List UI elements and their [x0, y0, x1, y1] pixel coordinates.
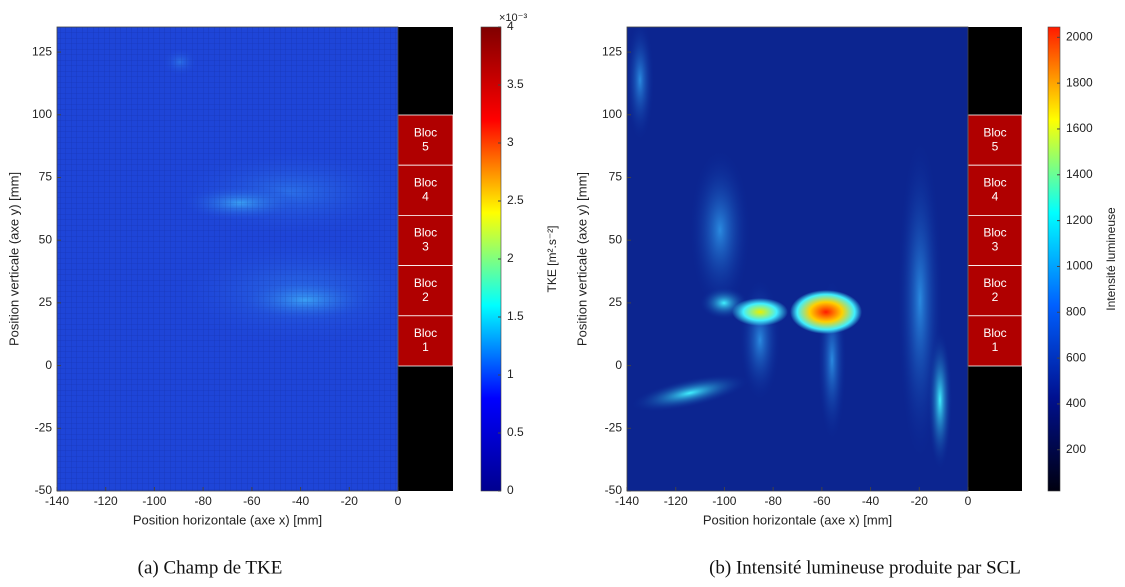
block-index: 2 [992, 290, 999, 304]
block-label: Bloc [414, 226, 437, 240]
colorbar-tick-label: 2 [507, 251, 514, 265]
y-tick-label: 75 [39, 170, 53, 184]
axes-frame [626, 26, 969, 492]
block [967, 164, 1023, 216]
y-tick-label: 75 [609, 170, 623, 184]
block-label: Bloc [414, 175, 437, 189]
colorbar-tick-label: 1 [507, 367, 514, 381]
colorbar-tick-label: 0.5 [507, 425, 524, 439]
y-tick-label: 125 [602, 44, 622, 58]
y-tick-label: -25 [35, 420, 53, 434]
y-tick-label: 100 [602, 107, 622, 121]
x-tick-label: -40 [862, 494, 880, 508]
block-index: 5 [422, 139, 429, 153]
block-index: 3 [422, 240, 429, 254]
colorbar-tick-label: 0 [507, 483, 514, 497]
x-tick-label: -100 [142, 494, 166, 508]
block-index: 4 [992, 189, 999, 203]
block-label: Bloc [414, 276, 437, 290]
caption: (b) Intensité lumineuse produite par SCL [709, 557, 1021, 578]
colorbar-tick-label: 2000 [1066, 29, 1093, 43]
y-tick-label: -50 [35, 483, 53, 497]
x-tick-label: -80 [194, 494, 212, 508]
x-tick-label: -20 [341, 494, 359, 508]
block-index: 1 [992, 340, 999, 354]
y-axis-label: Position verticale (axe y) [mm] [6, 172, 21, 346]
y-tick-label: 125 [32, 44, 52, 58]
y-axis-label: Position verticale (axe y) [mm] [574, 172, 589, 346]
block-label: Bloc [983, 326, 1006, 340]
x-tick-label: -120 [94, 494, 118, 508]
block-label: Bloc [983, 175, 1006, 189]
y-tick-label: 0 [615, 358, 622, 372]
intensity-field [627, 27, 968, 491]
colorbar-tick-label: 800 [1066, 304, 1086, 318]
colorbar-tick-label: 200 [1066, 442, 1086, 456]
block-label: Bloc [983, 276, 1006, 290]
x-tick-label: -100 [712, 494, 736, 508]
colorbar-tick-label: 2.5 [507, 193, 524, 207]
block [967, 214, 1023, 266]
colorbar-tick-label: 1200 [1066, 213, 1093, 227]
colorbar-exponent: ×10⁻³ [499, 12, 527, 24]
x-tick-label: -140 [45, 494, 69, 508]
tke-field [57, 27, 398, 491]
colorbar-tick-label: 3.5 [507, 77, 524, 91]
block-index: 1 [422, 340, 429, 354]
y-tick-label: 25 [609, 295, 623, 309]
y-tick-label: 50 [39, 232, 53, 246]
x-tick-label: -20 [911, 494, 929, 508]
colorbar-tick-label: 1600 [1066, 121, 1093, 135]
block-index: 3 [992, 240, 999, 254]
block-index: 5 [992, 139, 999, 153]
x-tick-label: 0 [965, 494, 972, 508]
block-label: Bloc [983, 125, 1006, 139]
colorbar-tick-label: 1400 [1066, 167, 1093, 181]
x-tick-label: 0 [395, 494, 402, 508]
colorbar-tick-label: 1.5 [507, 309, 524, 323]
block-label: Bloc [414, 125, 437, 139]
colorbar-label: Intensité lumineuse [1104, 207, 1118, 311]
colorbar-tick-label: 400 [1066, 396, 1086, 410]
axes-frame [56, 26, 399, 492]
x-axis-label: Position horizontale (axe x) [mm] [133, 512, 322, 527]
x-tick-label: -80 [764, 494, 782, 508]
block [967, 265, 1023, 317]
colorbar-label: TKE [m².s⁻²] [545, 226, 559, 293]
y-tick-label: 50 [609, 232, 623, 246]
y-tick-label: -50 [605, 483, 623, 497]
block [397, 315, 454, 367]
colorbar-tick-label: 1800 [1066, 75, 1093, 89]
block-index: 2 [422, 290, 429, 304]
x-tick-label: -60 [813, 494, 831, 508]
block [397, 114, 454, 166]
x-tick-label: -60 [243, 494, 261, 508]
x-tick-label: -120 [664, 494, 688, 508]
y-tick-label: -25 [605, 420, 623, 434]
block-label: Bloc [983, 226, 1006, 240]
colorbar [1047, 26, 1061, 492]
colorbar-tick-label: 600 [1066, 350, 1086, 364]
colorbar-tick-label: 1000 [1066, 259, 1093, 273]
x-tick-label: -40 [292, 494, 310, 508]
y-tick-label: 0 [45, 358, 52, 372]
block-index: 4 [422, 189, 429, 203]
block-label: Bloc [414, 326, 437, 340]
y-tick-label: 25 [39, 295, 53, 309]
colorbar-tick-label: 4 [507, 19, 514, 33]
x-tick-label: -140 [615, 494, 639, 508]
y-tick-label: 100 [32, 107, 52, 121]
caption: (a) Champ de TKE [138, 557, 283, 578]
colorbar-tick-label: 3 [507, 135, 514, 149]
block [397, 265, 454, 317]
x-axis-label: Position horizontale (axe x) [mm] [703, 512, 892, 527]
block [967, 315, 1023, 367]
